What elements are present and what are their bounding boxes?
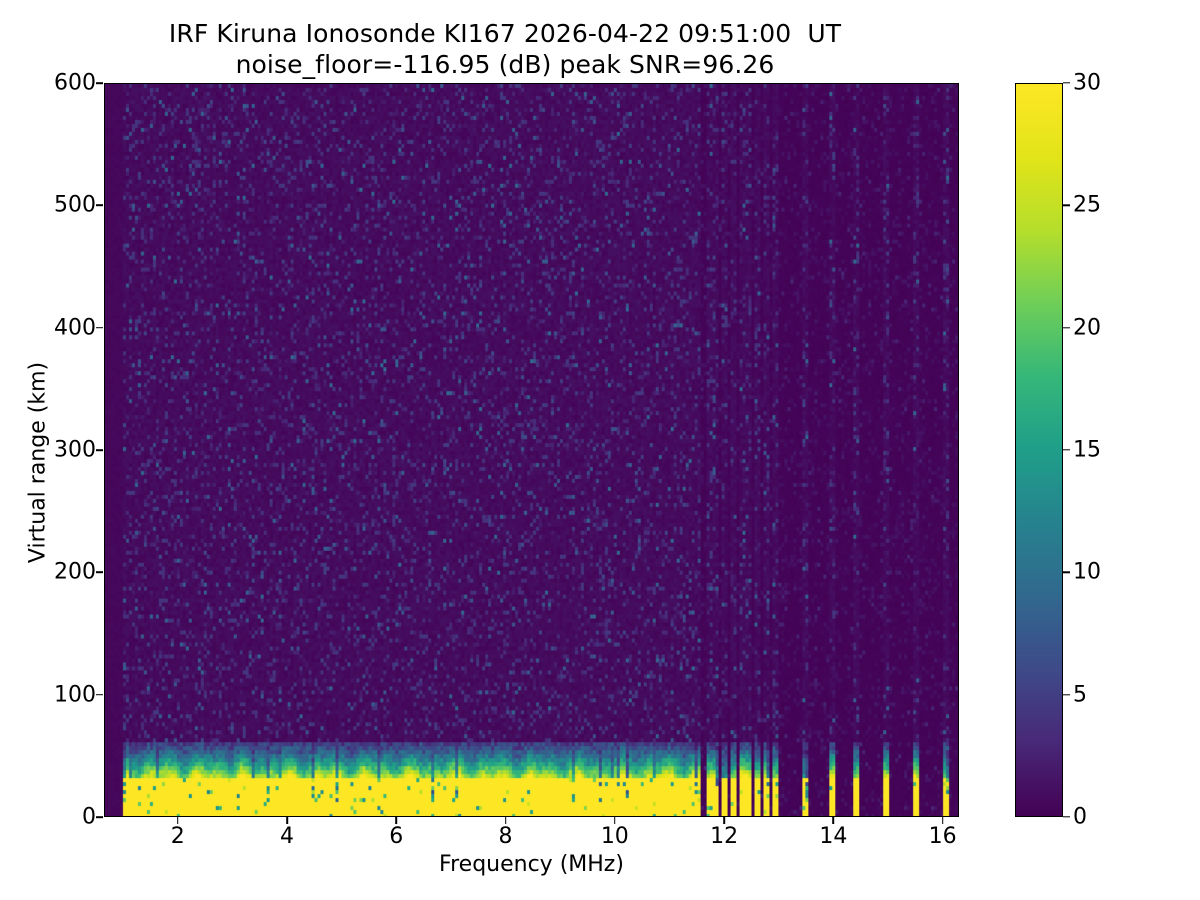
colorbar-tick-mark [1063, 816, 1070, 818]
x-tick-mark [286, 817, 288, 824]
x-tick-label: 10 [600, 824, 629, 849]
colorbar-tick-mark [1063, 326, 1070, 329]
y-tick-label: 0 [82, 804, 96, 830]
x-tick-mark [723, 817, 725, 824]
x-tick-label: 14 [819, 824, 848, 849]
colorbar-tick-mark [1063, 449, 1070, 451]
y-tick-mark [96, 82, 103, 84]
x-tick-mark [941, 817, 944, 824]
y-tick-mark [96, 693, 103, 696]
title-line-1: IRF Kiruna Ionosonde KI167 2026-04-22 09… [168, 19, 842, 48]
y-tick-mark [96, 326, 103, 329]
y-tick-mark [96, 571, 103, 574]
y-tick-label: 300 [54, 437, 96, 463]
page-title: IRF Kiruna Ionosonde KI167 2026-04-22 09… [0, 18, 1010, 80]
colorbar-tick-label: 15 [1073, 437, 1101, 463]
colorbar-tick-label: 5 [1073, 682, 1087, 708]
ionogram-heatmap [105, 84, 958, 816]
colorbar-tick-label: 25 [1073, 192, 1101, 218]
x-tick-label: 16 [928, 824, 957, 849]
colorbar-tick-label: 10 [1073, 559, 1101, 585]
colorbar [1015, 83, 1063, 817]
colorbar-tick-mark [1063, 82, 1070, 84]
title-line-2: noise_floor=-116.95 (dB) peak SNR=96.26 [235, 50, 775, 79]
x-tick-label: 2 [170, 824, 185, 849]
colorbar-tick-label: 0 [1073, 804, 1087, 830]
colorbar-tick-mark [1063, 571, 1070, 574]
x-tick-mark [395, 817, 398, 824]
x-tick-mark [504, 817, 507, 824]
x-tick-label: 12 [710, 824, 739, 849]
ionogram-plot-area [104, 83, 959, 817]
y-tick-label: 100 [54, 682, 96, 708]
colorbar-tick-mark [1063, 204, 1070, 207]
y-tick-mark [96, 449, 103, 451]
x-tick-mark [832, 817, 835, 824]
y-tick-mark [96, 204, 103, 207]
x-tick-mark [176, 817, 179, 824]
x-axis-label: Frequency (MHz) [439, 852, 624, 877]
y-tick-label: 400 [54, 315, 96, 341]
y-axis-ticks: 0 100 200 300 400 500 600 [0, 0, 96, 900]
y-tick-label: 600 [54, 70, 96, 96]
y-tick-label: 500 [54, 192, 96, 218]
colorbar-tick-mark [1063, 693, 1070, 696]
y-tick-label: 200 [54, 559, 96, 585]
x-tick-label: 6 [389, 824, 404, 849]
colorbar-tick-label: 30 [1073, 70, 1101, 96]
x-tick-label: 8 [498, 824, 513, 849]
x-tick-mark [614, 817, 616, 824]
y-tick-mark [96, 816, 103, 818]
x-tick-label: 4 [280, 824, 295, 849]
colorbar-gradient [1016, 84, 1062, 816]
colorbar-tick-label: 20 [1073, 315, 1101, 341]
